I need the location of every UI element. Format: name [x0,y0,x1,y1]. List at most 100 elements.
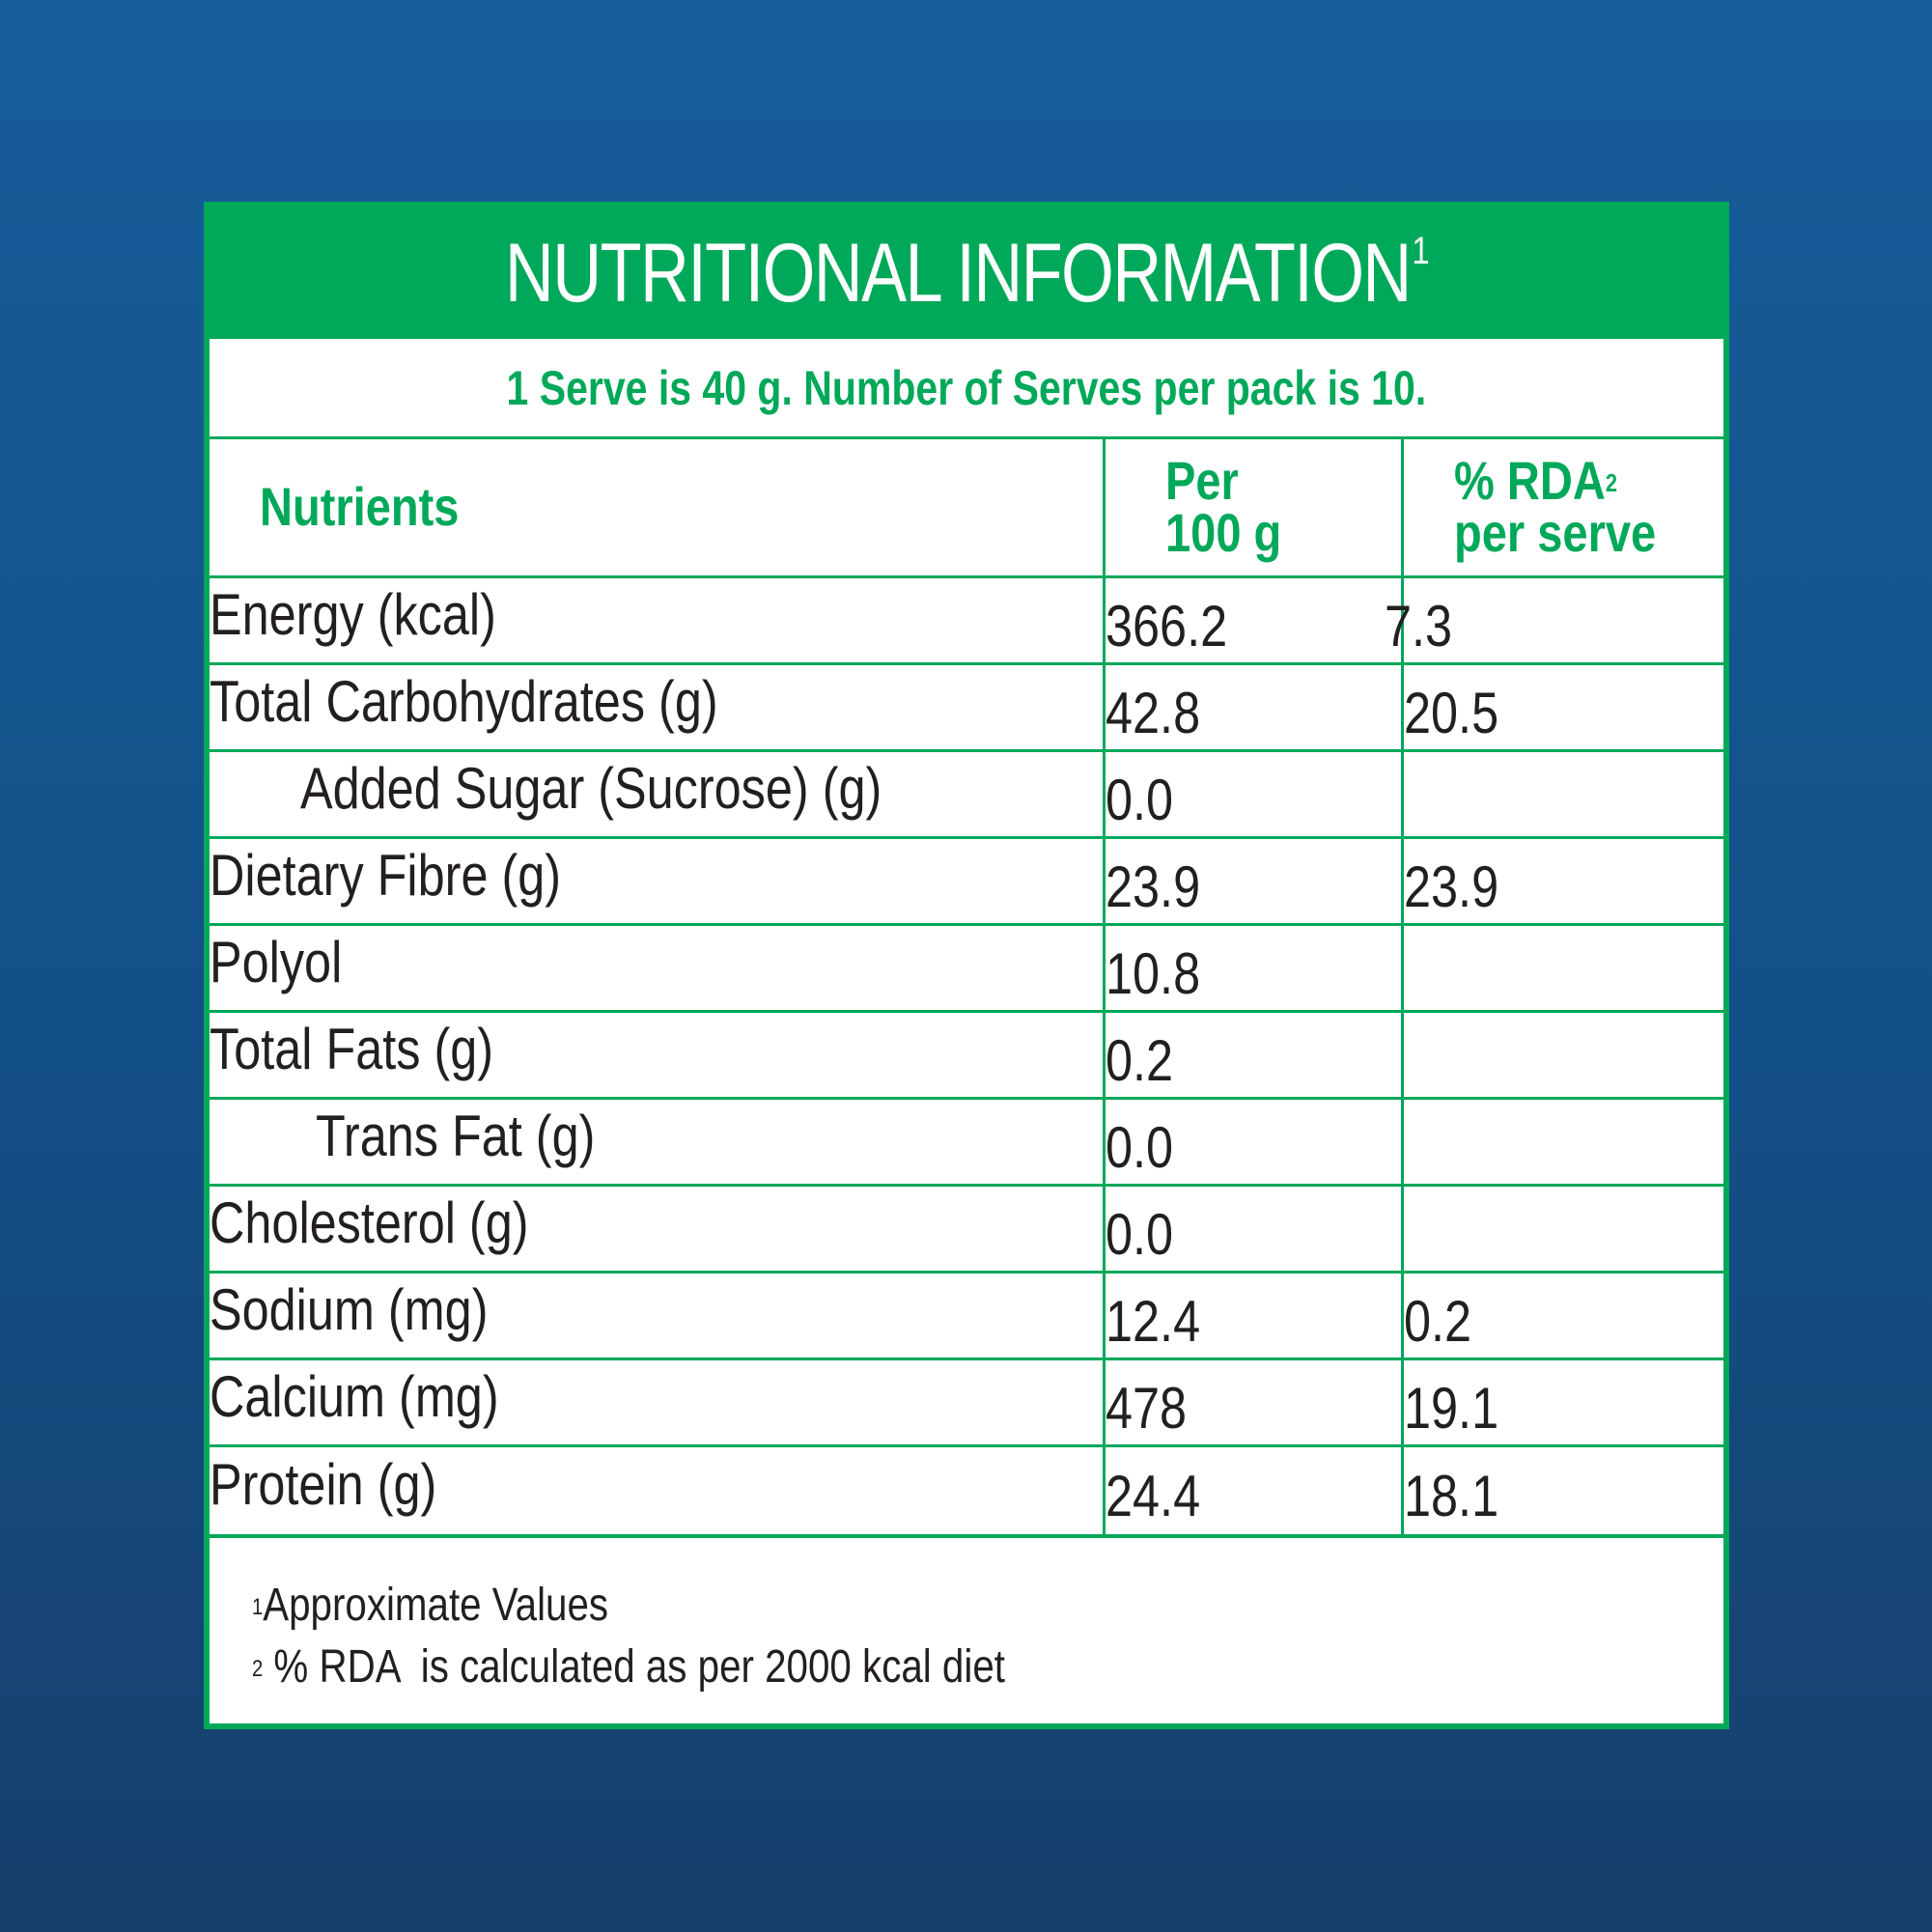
per-100g-text: 0.2 [1105,1027,1173,1093]
table-row: Protein (g) 24.4 18.1 [210,1445,1723,1538]
table-row: Calcium (mg) 478 19.1 [210,1358,1723,1447]
nutrient-name: Cholesterol (g) [210,1185,1104,1274]
nutrient-name: Total Carbohydrates (g) [210,663,1104,752]
table-row: Added Sugar (Sucrose) (g) 0.0 [210,750,1723,839]
nutrient-name-text: Protein (g) [210,1452,437,1518]
table-header-row: Nutrients Per 100 g % RDA2 per serve [210,439,1723,578]
per-100g-value: 10.8 [1102,924,1402,1013]
header-rda-line1: % RDA [1453,450,1606,512]
footnote-2-text: % RDA is calculated as per 2000 kcal die… [263,1641,1005,1693]
header-rda-line2: per serve [1453,502,1656,564]
header-per-line2: 100 g [1164,502,1281,564]
rda-text: 19.1 [1403,1375,1498,1441]
per-100g-value: 23.9 [1102,837,1402,926]
serve-info: 1 Serve is 40 g. Number of Serves per pa… [210,339,1723,439]
per-100g-text: 42.8 [1105,680,1200,745]
per-100g-value: 366.2 [1102,576,1402,665]
header-nutrients: Nutrients [210,439,1104,578]
nutrient-name: Sodium (mg) [210,1272,1104,1360]
rda-value [1400,750,1723,839]
per-100g-text: 24.4 [1105,1464,1200,1529]
nutrient-name-text: Total Fats (g) [210,1016,494,1081]
per-100g-text: 0.0 [1105,1114,1173,1180]
nutrient-name: Added Sugar (Sucrose) (g) [210,750,1104,839]
nutrient-name: Energy (kcal) [210,576,1104,665]
table-row: Total Carbohydrates (g) 42.8 20.5 [210,663,1723,752]
rda-text: 0.2 [1403,1288,1471,1354]
rda-value: 20.5 [1400,663,1723,752]
nutrient-name-text: Dietary Fibre (g) [210,842,562,908]
table-row: Polyol 10.8 [210,924,1723,1013]
per-100g-value: 12.4 [1102,1272,1402,1360]
per-100g-value: 0.0 [1102,1185,1402,1274]
nutrient-name-text: Added Sugar (Sucrose) (g) [300,755,882,821]
nutrient-name: Protein (g) [210,1445,1104,1538]
nutrient-name: Total Fats (g) [210,1011,1104,1100]
header-per-100g: Per 100 g [1102,439,1402,578]
nutrient-name: Dietary Fibre (g) [210,837,1104,926]
per-100g-text: 478 [1105,1375,1187,1441]
rda-text: 18.1 [1403,1464,1498,1529]
rda-value [1400,1098,1723,1187]
per-100g-text: 10.8 [1105,940,1200,1006]
nutrient-name-text: Cholesterol (g) [210,1190,529,1255]
rda-text: 20.5 [1403,680,1498,745]
per-100g-text: 23.9 [1105,854,1200,919]
per-100g-value: 24.4 [1102,1445,1402,1538]
nutrient-name-text: Total Carbohydrates (g) [210,668,718,734]
nutrient-name: Trans Fat (g) [210,1098,1104,1187]
per-100g-value: 0.0 [1102,1098,1402,1187]
rda-value [1400,1185,1723,1274]
footnote-1: 1Approximate Values [252,1575,1488,1637]
header-per-line1: Per [1164,450,1239,512]
nutrient-name-text: Calcium (mg) [210,1363,499,1429]
per-100g-text: 0.0 [1105,1201,1173,1267]
per-100g-text: 0.0 [1105,767,1173,832]
rda-value [1400,924,1723,1013]
nutrition-table: Nutrients Per 100 g % RDA2 per serve Energ… [210,439,1723,1538]
rda-value: 19.1 [1400,1358,1723,1447]
nutrient-name-text: Energy (kcal) [210,581,496,647]
table-row: Trans Fat (g) 0.0 [210,1098,1723,1187]
table-row: Sodium (mg) 12.4 0.2 [210,1272,1723,1360]
nutrient-name-text: Trans Fat (g) [316,1103,596,1168]
rda-value: 0.2 [1400,1272,1723,1360]
header-nutrients-label: Nutrients [260,476,460,538]
panel-title: NUTRITIONAL INFORMATION1 [504,226,1430,322]
table-row: Energy (kcal) 366.2 7.3 [210,576,1723,665]
per-100g-value: 0.2 [1102,1011,1402,1100]
rda-value: 23.9 [1400,837,1723,926]
table-row: Total Fats (g) 0.2 [210,1011,1723,1100]
nutrient-name-text: Sodium (mg) [210,1276,489,1342]
rda-value: 18.1 [1400,1445,1723,1538]
per-100g-value: 478 [1102,1358,1402,1447]
header-rda: % RDA2 per serve [1400,439,1723,578]
nutrient-name-text: Polyol [210,929,343,994]
per-100g-text: 366.2 [1105,593,1227,658]
footnote-1-text: Approximate Values [263,1580,609,1631]
header-rda-label: % RDA2 per serve [1454,454,1656,560]
per-100g-value: 42.8 [1102,663,1402,752]
table-row: Cholesterol (g) 0.0 [210,1185,1723,1274]
title-bar: NUTRITIONAL INFORMATION1 [210,208,1723,339]
nutrition-panel: NUTRITIONAL INFORMATION1 1 Serve is 40 g… [204,202,1729,1729]
per-100g-value: 0.0 [1102,750,1402,839]
footnote-1-marker: 1 [252,1594,264,1620]
footnotes: 1Approximate Values 2 % RDA is calculate… [210,1538,1723,1698]
per-100g-text: 12.4 [1105,1288,1200,1354]
rda-footnote-marker: 2 [1605,468,1617,498]
rda-text: 7.3 [1384,593,1452,658]
footnote-2-marker: 2 [252,1656,264,1682]
footnote-2: 2 % RDA is calculated as per 2000 kcal d… [252,1637,1488,1698]
table-row: Dietary Fibre (g) 23.9 23.9 [210,837,1723,926]
rda-text: 23.9 [1403,854,1498,919]
rda-value [1400,1011,1723,1100]
rda-value: 7.3 [1385,576,1723,665]
panel-title-text: NUTRITIONAL INFORMATION [504,226,1412,320]
nutrient-name: Calcium (mg) [210,1358,1104,1447]
nutrient-name: Polyol [210,924,1104,1013]
serve-info-text: 1 Serve is 40 g. Number of Serves per pa… [506,360,1427,415]
title-footnote-marker: 1 [1412,229,1429,272]
header-per-100g-label: Per 100 g [1165,454,1281,560]
